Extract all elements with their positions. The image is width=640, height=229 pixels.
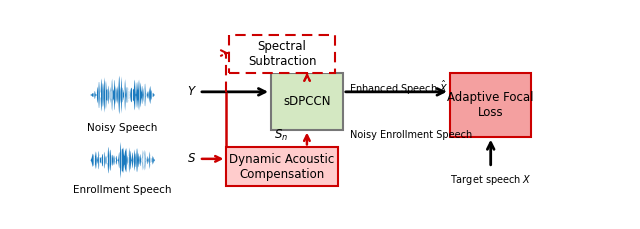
Text: Enhanced Speech $\hat{X}$: Enhanced Speech $\hat{X}$ <box>349 79 448 97</box>
Text: Enrollment Speech: Enrollment Speech <box>73 185 172 195</box>
FancyBboxPatch shape <box>227 147 338 186</box>
Text: $S$: $S$ <box>187 152 196 165</box>
FancyBboxPatch shape <box>271 73 343 130</box>
FancyBboxPatch shape <box>449 73 531 137</box>
Text: Adaptive Focal
Loss: Adaptive Focal Loss <box>447 91 534 119</box>
Text: Noisy Enrollment Speech: Noisy Enrollment Speech <box>350 130 472 140</box>
Text: Spectral
Subtraction: Spectral Subtraction <box>248 40 316 68</box>
Text: Noisy Speech: Noisy Speech <box>87 123 157 133</box>
Text: $Y$: $Y$ <box>187 85 196 98</box>
Text: $S_n$: $S_n$ <box>275 128 289 143</box>
Text: sDPCCN: sDPCCN <box>283 95 331 108</box>
Text: Dynamic Acoustic
Compensation: Dynamic Acoustic Compensation <box>230 153 335 181</box>
Text: Target speech $X$: Target speech $X$ <box>450 173 532 187</box>
FancyBboxPatch shape <box>229 35 335 73</box>
